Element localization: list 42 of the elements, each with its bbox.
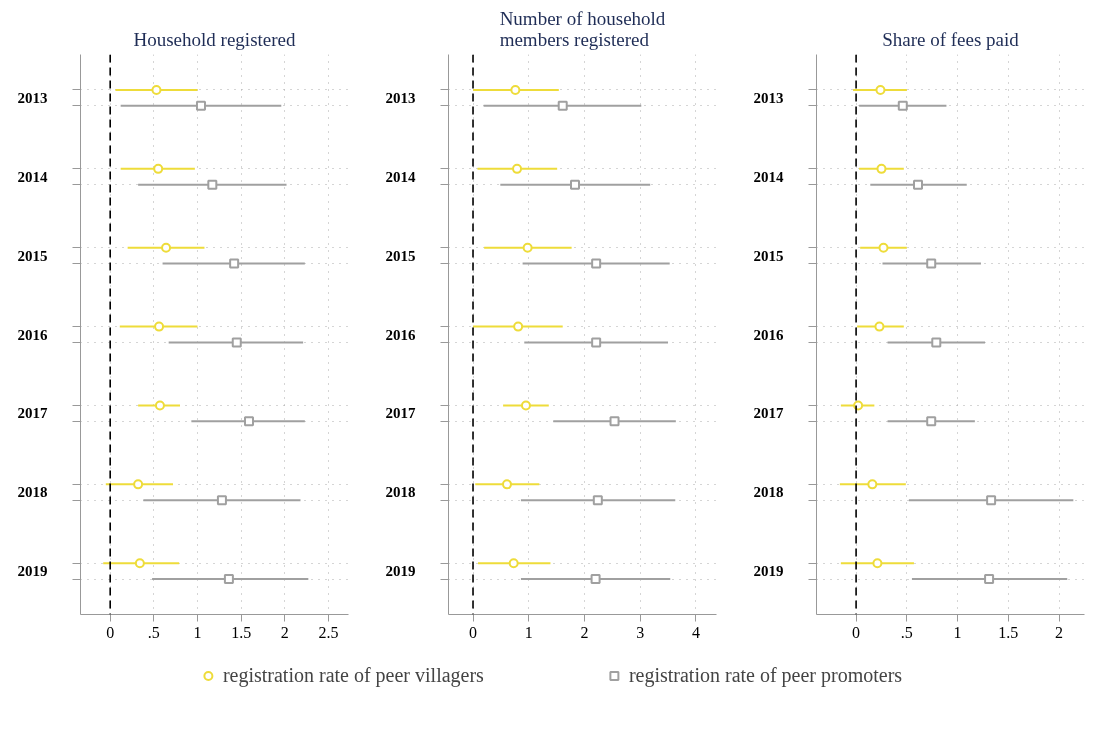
x-tick-label: .5 — [147, 623, 160, 641]
y-tick-label: 2017 — [753, 405, 784, 422]
x-tick-label: 2 — [1055, 623, 1064, 641]
x-tick-label: 2 — [580, 623, 589, 641]
legend-label: registration rate of peer villagers — [222, 663, 484, 687]
y-tick-label: 2015 — [753, 247, 784, 264]
y-tick-label: 2018 — [753, 484, 784, 501]
chart-title: Number of household members registered — [499, 7, 666, 50]
y-tick-label: 2015 — [385, 247, 416, 264]
x-tick-label: 2.5 — [318, 623, 339, 641]
y-tick-label: 2017 — [385, 405, 416, 422]
x-tick-label: 1.5 — [231, 623, 252, 641]
legend-label: registration rate of peer promoters — [628, 663, 903, 687]
x-tick-label: 3 — [636, 623, 645, 641]
y-tick-label: 2014 — [17, 168, 48, 185]
x-tick-label: .5 — [900, 623, 913, 641]
y-tick-label: 2013 — [385, 89, 416, 106]
chart-title: Share of fees paid — [882, 28, 1020, 50]
y-tick-label: 2019 — [753, 563, 784, 580]
x-tick-label: 0 — [106, 623, 115, 641]
y-tick-label: 2013 — [753, 89, 784, 106]
y-tick-label: 2019 — [17, 563, 48, 580]
y-tick-label: 2017 — [17, 405, 48, 422]
y-tick-label: 2015 — [17, 247, 48, 264]
x-tick-label: 0 — [852, 623, 861, 641]
y-tick-label: 2014 — [385, 168, 416, 185]
x-tick-label: 1.5 — [998, 623, 1019, 641]
y-tick-label: 2018 — [385, 484, 416, 501]
y-tick-label: 2014 — [753, 168, 784, 185]
y-tick-label: 2018 — [17, 484, 48, 501]
y-tick-label: 2016 — [17, 326, 48, 343]
y-tick-label: 2016 — [753, 326, 784, 343]
x-tick-label: 4 — [691, 623, 700, 641]
x-tick-label: 1 — [953, 623, 962, 641]
y-tick-label: 2016 — [385, 326, 416, 343]
y-tick-label: 2019 — [385, 563, 416, 580]
x-tick-label: 1 — [193, 623, 202, 641]
x-tick-label: 0 — [469, 623, 478, 641]
x-tick-label: 2 — [280, 623, 289, 641]
y-tick-label: 2013 — [17, 89, 48, 106]
chart-title: Household registered — [133, 28, 296, 50]
x-tick-label: 1 — [524, 623, 533, 641]
